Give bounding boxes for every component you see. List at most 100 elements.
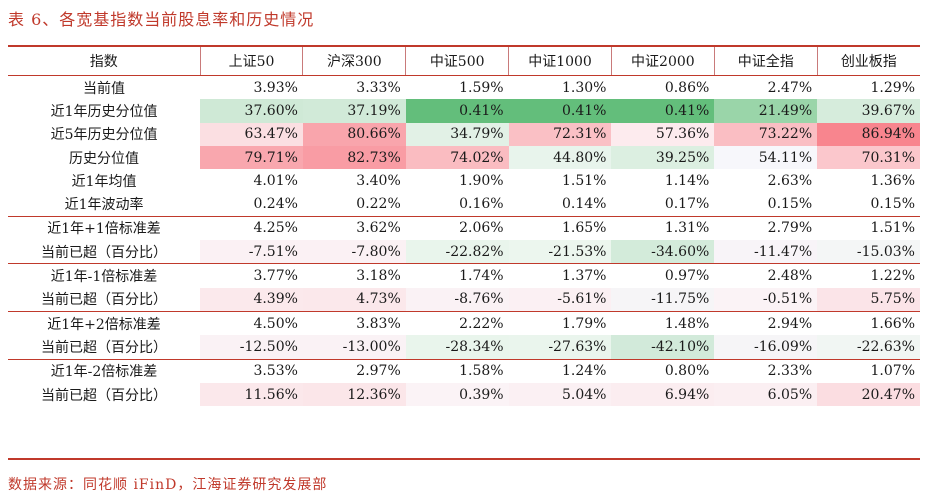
- value-cell: 6.05%: [714, 382, 818, 407]
- value-cell: 3.77%: [200, 263, 303, 288]
- value-cell: -7.80%: [302, 240, 406, 264]
- value-cell: 3.33%: [356, 79, 401, 96]
- value-cell: 80.66%: [302, 122, 406, 146]
- value-cell: 54.11%: [714, 145, 818, 170]
- value-cell: 2.63%: [767, 172, 813, 189]
- value-cell: 0.80%: [611, 358, 715, 383]
- value-cell: 1.51%: [817, 215, 920, 241]
- value-cell: 1.48%: [611, 310, 715, 336]
- value-cell: -12.50%: [200, 335, 303, 360]
- value-cell: 4.73%: [302, 287, 406, 312]
- value-cell: -11.75%: [611, 287, 715, 312]
- table-row: 当前已超（百分比） 4.39% 4.73% -8.76% -5.61% -11.75% -0…: [8, 287, 920, 312]
- row-label: 近1年+2倍标准差: [8, 310, 201, 336]
- row-label: 近1年波动率: [64, 197, 144, 214]
- value-cell: 6.94%: [611, 382, 715, 407]
- value-cell: 34.79%: [405, 122, 509, 146]
- value-cell: -27.63%: [508, 335, 612, 360]
- value-cell: 3.18%: [302, 263, 406, 288]
- value-cell: 1.30%: [561, 79, 607, 96]
- value-cell: 3.53%: [200, 358, 303, 383]
- value-cell: 1.29%: [870, 79, 915, 96]
- value-cell: 39.67%: [817, 99, 920, 123]
- row-label: 近1年均值: [71, 173, 137, 190]
- value-cell: 72.31%: [508, 122, 612, 146]
- value-cell: 11.56%: [200, 382, 303, 407]
- header-cell: 指数: [8, 47, 201, 76]
- row-label: 近1年-2倍标准差: [8, 358, 201, 383]
- value-cell: -5.61%: [508, 287, 612, 312]
- value-cell: 2.97%: [302, 358, 406, 383]
- header-cell: 中证500: [405, 47, 509, 76]
- row-label: 当前已超（百分比）: [41, 339, 168, 356]
- value-cell: 3.83%: [302, 310, 406, 336]
- value-cell: 3.62%: [302, 215, 406, 241]
- header-row: 指数 上证50 沪深300 中证500 中证1000 中证2000 中证全指 创…: [8, 47, 920, 76]
- value-cell: -42.10%: [611, 335, 715, 360]
- table-body: 当前值 3.93% 3.33% 1.59% 1.30% 0.86% 2.47% 1.29% 近1…: [8, 76, 920, 407]
- value-cell: 1.36%: [870, 172, 915, 189]
- table-row: 近1年历史分位值 37.60% 37.19% 0.41% 0.41% 0.41% 21.49…: [8, 99, 920, 123]
- value-cell: 1.79%: [508, 310, 612, 336]
- row-label: 当前已超（百分比）: [41, 292, 168, 309]
- value-cell: 1.51%: [561, 172, 607, 189]
- value-cell: 0.22%: [356, 196, 401, 213]
- header-cell: 中证1000: [508, 47, 612, 76]
- value-cell: -22.63%: [817, 335, 920, 360]
- header-cell: 中证2000: [610, 47, 715, 76]
- value-cell: 4.01%: [253, 172, 298, 189]
- bottom-rule: [8, 458, 920, 460]
- value-cell: 5.04%: [508, 382, 612, 407]
- value-cell: 2.33%: [714, 358, 818, 383]
- value-cell: 2.79%: [714, 215, 818, 241]
- value-cell: 3.40%: [356, 172, 401, 189]
- value-cell: 1.90%: [459, 172, 504, 189]
- value-cell: -34.60%: [611, 240, 715, 264]
- value-cell: -22.82%: [405, 240, 509, 264]
- value-cell: 0.41%: [611, 99, 715, 123]
- table-row: 近5年历史分位值 63.47% 80.66% 34.79% 72.31% 57.36% 73…: [8, 122, 920, 146]
- value-cell: 0.41%: [508, 99, 612, 123]
- value-cell: 2.47%: [767, 79, 813, 96]
- row-label: 当前已超（百分比）: [41, 387, 168, 404]
- value-cell: 2.06%: [405, 215, 509, 241]
- value-cell: 0.39%: [405, 382, 509, 407]
- row-label: 历史分位值: [69, 150, 140, 167]
- table-title: 表 6、各宽基指数当前股息率和历史情况: [8, 10, 315, 29]
- value-cell: 1.07%: [817, 358, 920, 383]
- table-row: 历史分位值 79.71% 82.73% 74.02% 44.80% 39.25% 54.11…: [8, 145, 920, 170]
- value-cell: -28.34%: [405, 335, 509, 360]
- value-cell: -11.47%: [714, 240, 818, 264]
- value-cell: 79.71%: [200, 145, 303, 170]
- value-cell: 1.59%: [459, 79, 504, 96]
- value-cell: 63.47%: [200, 122, 303, 146]
- value-cell: 37.19%: [302, 99, 406, 123]
- table-row: 近1年+1倍标准差 4.25% 3.62% 2.06% 1.65% 1.31% 2.79% 1…: [8, 215, 920, 241]
- value-cell: 82.73%: [302, 145, 406, 170]
- table-row: 近1年-2倍标准差 3.53% 2.97% 1.58% 1.24% 0.80% 2.33% 1…: [8, 358, 920, 383]
- row-label: 近1年+1倍标准差: [8, 215, 201, 241]
- value-cell: 21.49%: [714, 99, 818, 123]
- value-cell: 1.31%: [611, 215, 715, 241]
- value-cell: 1.65%: [508, 215, 612, 241]
- value-cell: 0.15%: [767, 196, 813, 213]
- value-cell: 39.25%: [611, 145, 715, 170]
- value-cell: 0.16%: [459, 196, 504, 213]
- value-cell: -21.53%: [508, 240, 612, 264]
- header-cell: 中证全指: [713, 47, 818, 76]
- value-cell: 70.31%: [817, 145, 920, 170]
- value-cell: 73.22%: [714, 122, 818, 146]
- header-cell: 上证50: [199, 47, 303, 76]
- table-row: 当前值 3.93% 3.33% 1.59% 1.30% 0.86% 2.47% 1.29%: [8, 76, 920, 100]
- row-label: 当前已超（百分比）: [41, 244, 168, 261]
- value-cell: 1.74%: [405, 263, 509, 288]
- table-row: 近1年波动率 0.24% 0.22% 0.16% 0.14% 0.17% 0.15% 0.15…: [8, 192, 920, 216]
- table-row: 当前已超（百分比） -7.51% -7.80% -22.82% -21.53% -34.6…: [8, 240, 920, 264]
- value-cell: 1.66%: [817, 310, 920, 336]
- value-cell: 20.47%: [817, 382, 920, 407]
- value-cell: 74.02%: [405, 145, 509, 170]
- value-cell: -0.51%: [714, 287, 818, 312]
- value-cell: -8.76%: [405, 287, 509, 312]
- value-cell: 37.60%: [200, 99, 303, 123]
- header-cell: 沪深300: [302, 47, 406, 76]
